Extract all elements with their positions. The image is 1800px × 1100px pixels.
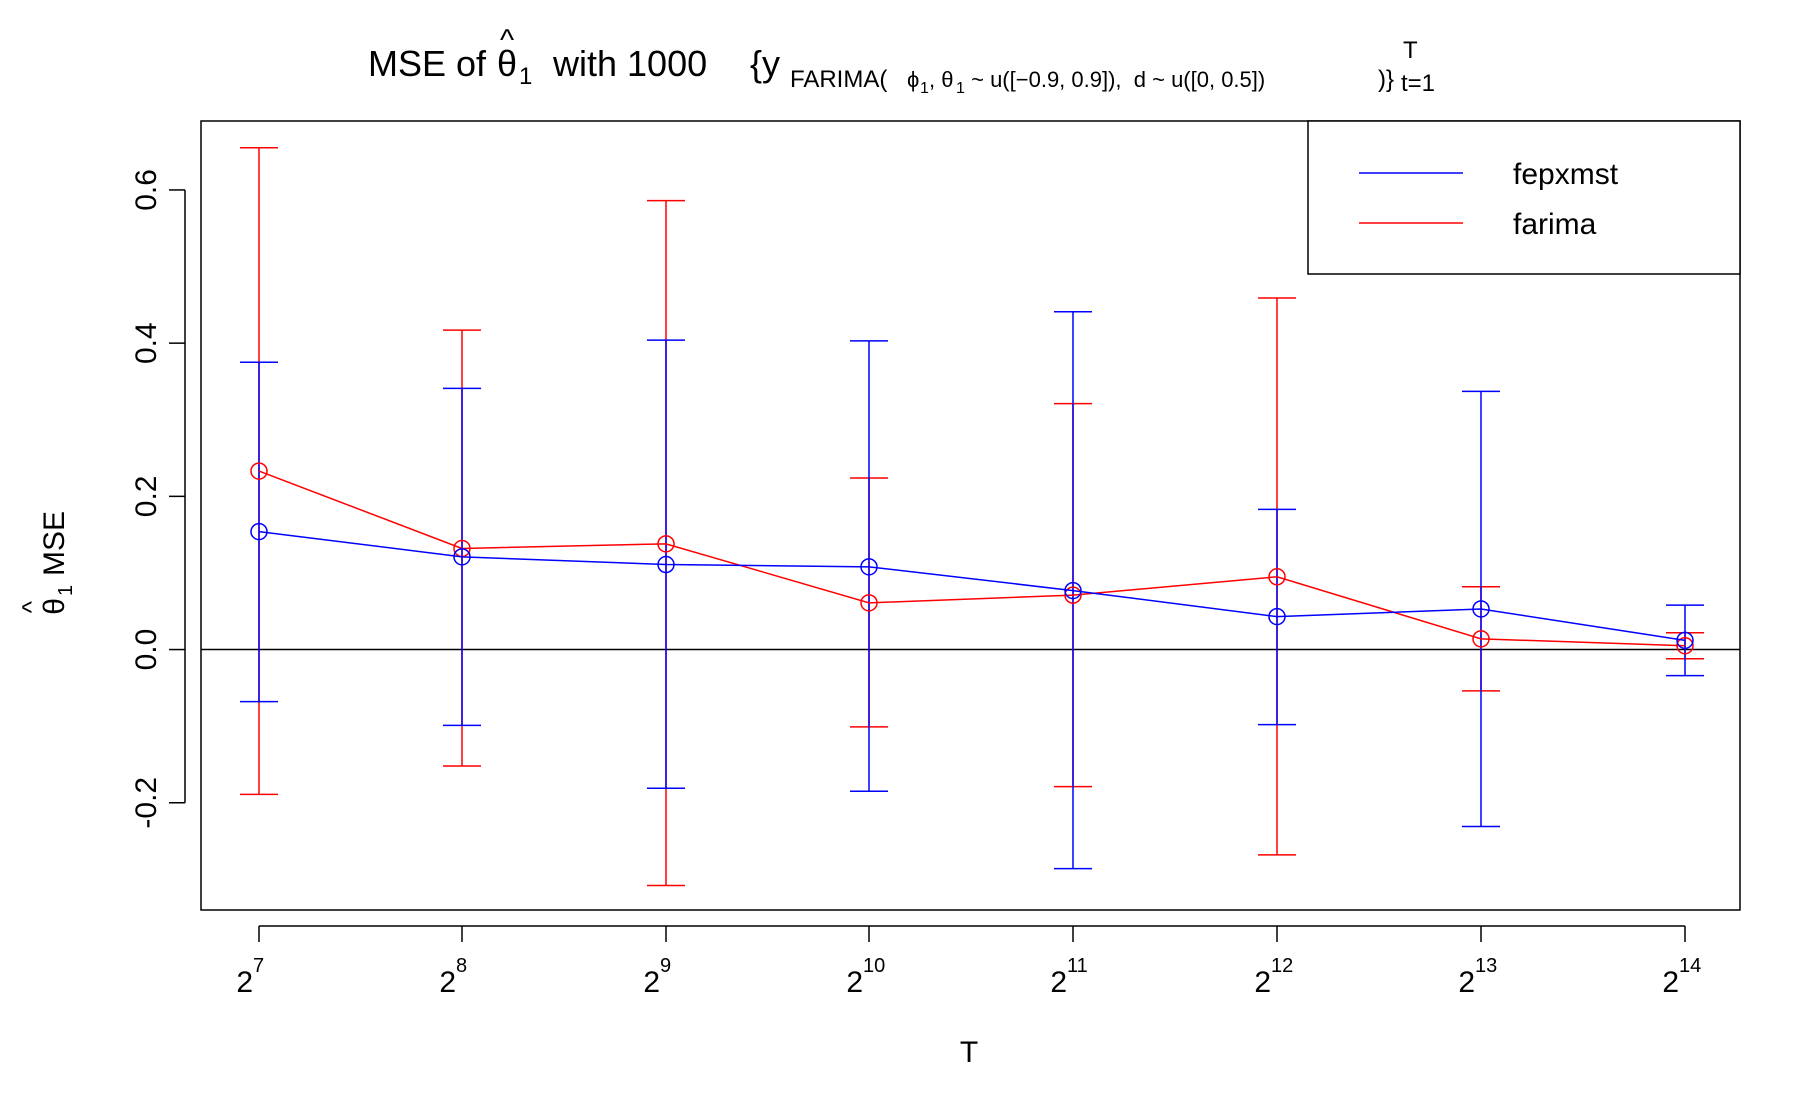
y-label-theta-hat: ^ xyxy=(16,600,46,613)
legend-label-fepxmst: fepxmst xyxy=(1513,158,1619,191)
title-brace-open: {y xyxy=(750,43,780,84)
x-tick-label: 2 14 xyxy=(1662,955,1701,999)
x-tick-base: 2 xyxy=(1050,966,1067,999)
title-farima-sub: FARIMA( xyxy=(790,66,887,93)
data-point-fepxmst xyxy=(1064,581,1082,600)
x-tick-exponent: 7 xyxy=(253,955,264,977)
y-label-theta-sub: 1 xyxy=(55,585,77,596)
title-comma-theta: , θ xyxy=(929,67,953,92)
data-point-farima xyxy=(1268,568,1286,586)
series-line-group-farima xyxy=(250,462,1694,655)
title-theta-hat: ^ xyxy=(500,24,514,57)
x-tick-base: 2 xyxy=(1458,966,1475,999)
y-axis: -0.2 0.0 0.2 0.4 0.6 xyxy=(130,169,186,829)
series-fepxmst xyxy=(240,310,1704,870)
chart-title: MSE of θ ^ 1 with 1000 {y FARIMA( ϕ 1 , … xyxy=(368,24,1435,97)
title-with: with 1000 xyxy=(552,43,707,84)
x-tick-base: 2 xyxy=(1254,966,1271,999)
legend: fepxmst farima xyxy=(1307,120,1741,275)
x-tick-base: 2 xyxy=(846,966,863,999)
legend-label-farima: farima xyxy=(1513,208,1597,241)
x-tick-label: 2 13 xyxy=(1458,955,1497,999)
x-tick-label: 2 12 xyxy=(1254,955,1293,999)
data-point-fepxmst xyxy=(453,548,471,566)
data-point-fepxmst xyxy=(860,558,878,576)
x-axis: 2 7 2 8 2 9 2 10 2 11 2 12 2 13 2 14 xyxy=(236,925,1701,999)
series-line-farima xyxy=(258,470,1686,647)
x-tick-exponent: 14 xyxy=(1679,955,1701,977)
title-theta-sub2: 1 xyxy=(956,80,965,97)
title-theta: θ xyxy=(497,43,517,84)
x-axis-label: T xyxy=(960,1036,978,1069)
y-tick-label: -0.2 xyxy=(130,777,163,829)
x-tick-exponent: 9 xyxy=(660,955,671,977)
title-theta-sub: 1 xyxy=(519,63,532,90)
data-point-farima xyxy=(1472,630,1490,648)
data-point-farima xyxy=(1676,636,1694,655)
y-tick-label: 0.4 xyxy=(130,322,163,364)
x-tick-exponent: 13 xyxy=(1475,955,1497,977)
x-tick-label: 2 11 xyxy=(1050,955,1087,999)
plot-frame xyxy=(200,120,1741,911)
x-tick-base: 2 xyxy=(439,966,456,999)
data-point-farima xyxy=(250,462,268,480)
y-tick-label: 0.6 xyxy=(130,169,163,211)
y-axis-label: θ ^ 1 MSE xyxy=(16,511,77,615)
x-tick-exponent: 10 xyxy=(863,955,885,977)
x-tick-base: 2 xyxy=(236,966,253,999)
data-point-farima xyxy=(657,535,675,553)
title-phi: ϕ xyxy=(907,67,919,92)
data-point-farima xyxy=(1064,586,1082,604)
x-tick-base: 2 xyxy=(1662,966,1679,999)
y-label-theta: θ xyxy=(38,598,71,615)
y-tick-label: 0.0 xyxy=(130,629,163,671)
x-tick-label: 2 10 xyxy=(846,955,885,999)
data-point-fepxmst xyxy=(1472,600,1490,618)
series-line-fepxmst xyxy=(258,530,1686,642)
data-point-farima xyxy=(860,594,878,612)
y-label-text: MSE xyxy=(38,511,71,576)
title-t-super: T xyxy=(1403,37,1418,64)
data-point-fepxmst xyxy=(1676,631,1694,650)
y-tick-label: 0.2 xyxy=(130,475,163,517)
title-main: MSE of xyxy=(368,43,487,84)
x-tick-exponent: 12 xyxy=(1271,955,1293,977)
x-tick-base: 2 xyxy=(643,966,660,999)
data-point-fepxmst xyxy=(250,522,268,541)
plot-marks xyxy=(201,147,1740,887)
data-point-fepxmst xyxy=(657,555,675,574)
title-t-sub: t=1 xyxy=(1401,70,1435,97)
x-tick-exponent: 11 xyxy=(1067,955,1088,977)
title-brace-close: )} xyxy=(1378,66,1394,93)
legend-box xyxy=(1307,120,1741,275)
title-distribution: ~ u([−0.9, 0.9]), d ~ u([0, 0.5]) xyxy=(965,67,1265,92)
series-line-group-fepxmst xyxy=(250,522,1694,650)
title-phi-sub: 1 xyxy=(920,80,929,97)
data-point-fepxmst xyxy=(1268,607,1286,626)
x-tick-exponent: 8 xyxy=(456,955,467,977)
